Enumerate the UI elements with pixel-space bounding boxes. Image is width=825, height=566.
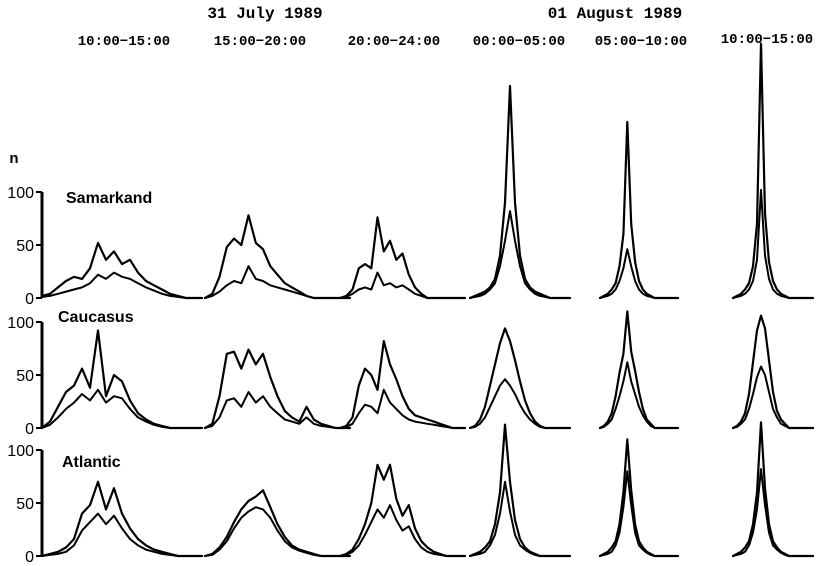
series-upper-caucasus-window-4 xyxy=(468,327,572,430)
station-label-caucasus: Caucasus xyxy=(58,309,134,326)
window-label-3: 20:00−24:00 xyxy=(348,34,440,50)
y-tick-label: 100 xyxy=(7,315,34,332)
window-label-6: 10:00−15:00 xyxy=(721,32,813,48)
station-labels: Samarkand Caucasus Atlantic xyxy=(58,190,152,471)
series-upper-samarkand-window-1 xyxy=(40,241,204,300)
series-upper-samarkand-window-5 xyxy=(598,120,680,300)
series-upper-atlantic-window-6 xyxy=(731,421,815,558)
y-tick-label: 50 xyxy=(16,238,34,255)
series-upper-caucasus-window-6 xyxy=(731,314,815,430)
window-label-1: 10:00−15:00 xyxy=(78,34,170,50)
series-lower-samarkand-window-3 xyxy=(339,271,466,299)
y-tick-label: 50 xyxy=(16,368,34,385)
y-tick-label: 0 xyxy=(25,291,34,308)
series-upper-atlantic-window-4 xyxy=(468,423,572,558)
series-upper-caucasus-window-3 xyxy=(338,340,467,430)
series-lower-caucasus-window-1 xyxy=(41,388,203,429)
window-label-4: 00:00−05:00 xyxy=(473,34,565,50)
series-lower-atlantic-window-2 xyxy=(204,506,351,557)
series-upper-atlantic-window-2 xyxy=(203,489,352,558)
series-upper-atlantic-window-1 xyxy=(40,480,204,558)
y-axis-group: 0 50 100 0 50 100 0 50 100 xyxy=(7,185,44,566)
curves-group xyxy=(40,42,815,558)
series-upper-samarkand-window-3 xyxy=(338,216,467,300)
y-tick-label: 0 xyxy=(25,421,34,438)
date-headers: 31 July 1989 01 August 1989 xyxy=(207,5,682,23)
series-upper-caucasus-window-5 xyxy=(598,310,680,430)
y-tick-label: 50 xyxy=(16,496,34,513)
time-window-labels: 10:00−15:00 15:00−20:00 20:00−24:00 00:0… xyxy=(78,32,813,50)
y-tick-label: 100 xyxy=(7,185,34,202)
series-lower-caucasus-window-3 xyxy=(339,388,466,429)
station-label-samarkand: Samarkand xyxy=(66,190,152,207)
date-header-july: 31 July 1989 xyxy=(207,5,322,23)
window-label-2: 15:00−20:00 xyxy=(214,34,306,50)
series-upper-atlantic-window-5 xyxy=(598,438,680,558)
series-upper-caucasus-window-1 xyxy=(40,329,204,430)
series-lower-caucasus-window-2 xyxy=(204,391,351,429)
station-label-atlantic: Atlantic xyxy=(62,454,121,471)
series-upper-samarkand-window-4 xyxy=(468,84,572,300)
series-lower-samarkand-window-2 xyxy=(204,265,351,299)
date-header-august: 01 August 1989 xyxy=(548,5,682,23)
series-lower-atlantic-window-4 xyxy=(469,480,571,557)
y-tick-label: 100 xyxy=(7,443,34,460)
series-lower-atlantic-window-1 xyxy=(41,512,203,557)
window-label-5: 05:00−10:00 xyxy=(595,34,687,50)
series-upper-samarkand-window-6 xyxy=(731,42,815,300)
y-axis-label: n xyxy=(9,150,18,167)
y-tick-label: 0 xyxy=(25,549,34,566)
series-lower-samarkand-window-1 xyxy=(41,271,203,299)
series-upper-atlantic-window-3 xyxy=(338,463,467,558)
series-upper-samarkand-window-2 xyxy=(203,214,352,300)
series-upper-caucasus-window-2 xyxy=(203,348,352,430)
